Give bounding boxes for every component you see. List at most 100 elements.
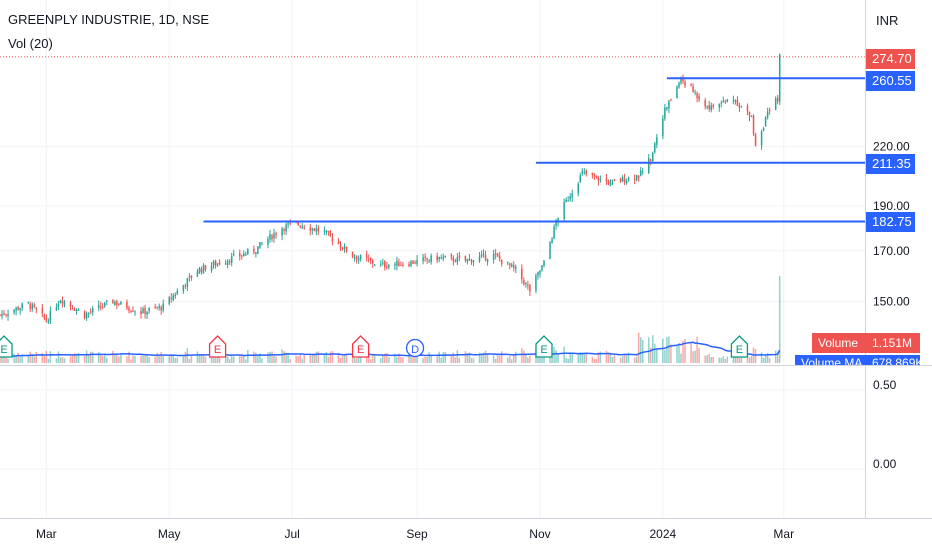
candle — [611, 179, 614, 186]
volume-bar — [144, 355, 146, 363]
volume-bar — [456, 350, 459, 363]
volume-bar — [273, 355, 275, 363]
volume-bar — [722, 356, 725, 363]
volume-bar — [623, 354, 626, 363]
volume-bar — [148, 357, 150, 363]
earnings-marker[interactable]: E — [0, 335, 13, 358]
candle — [170, 293, 173, 303]
volume-ma-legend-label: Volume MA — [801, 356, 863, 365]
candle — [77, 308, 80, 311]
volume-bar — [595, 358, 598, 363]
volume-bar — [49, 351, 52, 363]
candle — [49, 306, 52, 325]
candle — [99, 301, 102, 311]
candle — [768, 107, 771, 115]
candle — [120, 301, 122, 305]
earnings-marker[interactable]: E — [730, 335, 749, 358]
candle — [239, 249, 241, 261]
volume-bar — [633, 357, 636, 363]
volume-bar — [275, 356, 277, 363]
candle — [273, 228, 275, 243]
candle — [416, 255, 418, 267]
volume-bar — [27, 355, 29, 363]
volume-bar — [764, 354, 767, 363]
candle — [126, 299, 128, 311]
candle — [599, 175, 602, 183]
candle — [549, 240, 551, 260]
candle — [210, 261, 213, 273]
candle — [408, 261, 410, 268]
candle — [241, 254, 243, 260]
candle — [57, 300, 60, 311]
candle — [567, 195, 569, 202]
volume-bar — [670, 344, 672, 363]
candle — [184, 283, 187, 290]
dividend-marker[interactable]: D — [405, 338, 425, 358]
candle — [521, 264, 523, 284]
candle — [128, 305, 130, 314]
volume-bar — [410, 354, 412, 363]
volume-bar — [269, 351, 271, 363]
candle — [704, 97, 706, 110]
volume-bar — [666, 337, 668, 363]
candle — [283, 227, 285, 235]
candle — [454, 258, 457, 263]
volume-bar — [303, 354, 305, 363]
price-tick-label: 170.00 — [873, 244, 910, 258]
volume-bar — [196, 351, 199, 363]
candle — [656, 134, 658, 149]
candle — [708, 100, 710, 112]
candle — [71, 305, 74, 310]
candle — [678, 81, 680, 89]
candle — [357, 255, 360, 264]
volume-bar — [134, 355, 136, 363]
candle — [676, 85, 678, 99]
volume-bar — [444, 352, 447, 363]
volume-bar — [500, 351, 503, 363]
candle — [19, 307, 21, 315]
volume-bar — [567, 358, 569, 363]
price-tick-label: 220.00 — [873, 140, 910, 154]
currency-label[interactable]: INR — [876, 13, 899, 28]
volume-bar — [609, 353, 612, 363]
candle — [331, 233, 334, 246]
volume-bar — [466, 353, 469, 363]
candle — [430, 253, 432, 265]
volume-bar — [639, 337, 642, 363]
volume-bar — [454, 357, 457, 363]
candle — [500, 259, 503, 267]
candle — [386, 261, 388, 270]
volume-bar — [176, 357, 179, 363]
candle — [382, 258, 384, 266]
volume-bar — [19, 357, 21, 363]
earnings-marker[interactable]: E — [535, 335, 553, 358]
volume-indicator-label[interactable]: Vol (20) — [8, 36, 53, 51]
earnings-marker[interactable]: E — [208, 335, 227, 358]
volume-bar — [625, 353, 628, 363]
symbol-title[interactable]: GREENPLY INDUSTRIE, 1D, NSE — [8, 12, 210, 27]
volume-bar — [232, 356, 235, 363]
candle — [132, 306, 134, 312]
candle — [456, 253, 459, 265]
earnings-marker[interactable]: E — [351, 335, 370, 358]
candle — [388, 263, 390, 270]
candle — [148, 306, 150, 314]
candle — [196, 268, 199, 278]
candle — [35, 306, 38, 314]
candle — [752, 114, 755, 137]
volume-bar — [142, 355, 144, 363]
candle — [553, 224, 555, 240]
candle — [776, 94, 779, 105]
candle — [766, 107, 769, 120]
volume-bar — [694, 350, 696, 363]
volume-bar — [101, 356, 104, 363]
candle — [45, 314, 48, 323]
candle — [718, 103, 721, 112]
candle — [736, 96, 739, 107]
candle — [619, 177, 622, 183]
candle — [116, 299, 118, 310]
candle — [627, 176, 630, 182]
candle — [444, 255, 447, 258]
volume-bar — [696, 336, 698, 363]
volume-bar — [442, 352, 445, 363]
